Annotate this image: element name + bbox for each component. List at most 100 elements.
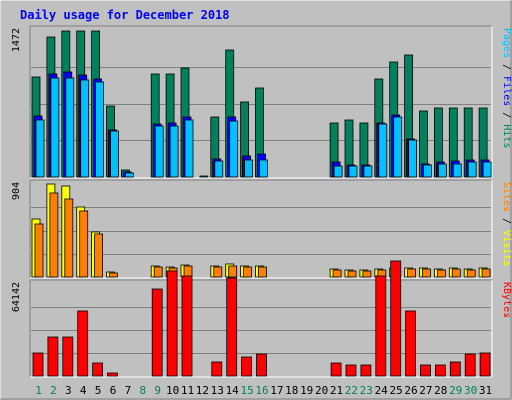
bar-sites-day-9: [153, 266, 163, 278]
day-label-27: 27: [419, 384, 432, 397]
day-label-1: 1: [35, 384, 42, 397]
day-label-14: 14: [226, 384, 240, 397]
legend-part-1: /: [501, 58, 512, 76]
bar-sites-day-26: [407, 268, 417, 278]
bar-sites-day-31: [481, 268, 491, 278]
day-label-17: 17: [270, 384, 283, 397]
bar-kbytes-day-22: [345, 364, 357, 377]
bar-kbytes-day-27: [420, 364, 431, 377]
bar-kbytes-day-6: [107, 372, 118, 377]
bar-pages-day-28: [437, 163, 447, 178]
day-label-11: 11: [181, 384, 194, 397]
bar-pages-day-11: [184, 119, 194, 178]
legend-visits_sites: Sites / Visits: [501, 182, 512, 266]
day-label-13: 13: [211, 384, 224, 397]
day-label-21: 21: [330, 384, 343, 397]
y-max-label-visits_sites: 904: [11, 182, 22, 200]
legend-kbytes: KBytes: [501, 282, 512, 318]
bar-pages-day-24: [378, 123, 388, 178]
day-label-15: 15: [240, 384, 253, 397]
day-label-9: 9: [154, 384, 161, 397]
legend-part-1: /: [501, 212, 512, 230]
bar-pages-day-21: [333, 165, 343, 178]
bar-kbytes-day-31: [479, 352, 491, 377]
day-label-24: 24: [375, 384, 389, 397]
bars-kbytes: [32, 260, 491, 377]
bar-sites-day-14: [228, 265, 238, 278]
bars-visits_sites: [31, 183, 491, 278]
day-label-28: 28: [434, 384, 447, 397]
bar-pages-day-4: [80, 79, 90, 178]
day-label-20: 20: [315, 384, 328, 397]
bar-pages-day-10: [169, 125, 179, 178]
bar-kbytes-day-21: [330, 362, 342, 377]
panel-visits_sites: 904 Sites / Visits: [11, 179, 512, 279]
bar-pages-day-29: [452, 163, 462, 178]
day-label-8: 8: [139, 384, 146, 397]
bar-pages-day-23: [363, 165, 373, 178]
bar-kbytes-day-9: [151, 288, 163, 377]
bar-pages-day-15: [244, 159, 254, 178]
day-label-16: 16: [255, 384, 268, 397]
bar-kbytes-day-26: [405, 310, 417, 377]
bar-pages-day-12: [199, 175, 209, 178]
bar-pages-day-7: [125, 172, 134, 178]
bar-pages-day-30: [467, 161, 477, 178]
day-label-10: 10: [166, 384, 179, 397]
bar-sites-day-11: [183, 265, 193, 278]
bar-sites-day-5: [94, 233, 103, 278]
legend-part-4: Hits: [501, 124, 512, 148]
bar-kbytes-day-4: [77, 310, 89, 377]
day-label-19: 19: [300, 384, 313, 397]
bar-sites-day-22: [347, 270, 357, 278]
bar-kbytes-day-3: [62, 336, 74, 377]
chart-title: Daily usage for December 2018: [20, 8, 230, 22]
y-max-label-hits_files_pages: 1472: [11, 28, 22, 52]
day-label-12: 12: [196, 384, 209, 397]
bar-sites-day-15: [243, 266, 253, 278]
bar-kbytes-day-13: [211, 361, 223, 377]
bar-pages-day-27: [423, 164, 432, 178]
bar-sites-day-27: [422, 268, 431, 278]
bar-kbytes-day-29: [449, 361, 461, 377]
bar-kbytes-day-25: [390, 260, 402, 377]
day-label-3: 3: [65, 384, 72, 397]
legend-part-2: Visits: [501, 230, 512, 266]
bar-kbytes-day-5: [92, 362, 103, 377]
legend-part-3: /: [501, 106, 512, 124]
day-label-30: 30: [464, 384, 477, 397]
legend-part-2: Files: [501, 76, 512, 106]
day-label-7: 7: [125, 384, 132, 397]
legend-part-0: Pages: [501, 28, 512, 58]
bar-kbytes-day-23: [360, 364, 372, 377]
bar-kbytes-day-15: [241, 356, 253, 377]
bar-sites-day-29: [451, 268, 461, 278]
day-label-22: 22: [345, 384, 358, 397]
day-labels: 1 2 3 4 5 6 7 8 9 10 11 12 13 14 15 16 17 18 19 20 21 22 23 24 2…: [35, 384, 492, 397]
panels: 1472 Pages / Files / Hits 904 Sites / Visit…: [11, 25, 512, 378]
day-label-5: 5: [95, 384, 102, 397]
day-label-26: 26: [404, 384, 417, 397]
y-max-label-kbytes: 64142: [11, 282, 22, 312]
panel-kbytes: 64142 KBytes: [11, 260, 512, 378]
legend-part-0: Sites: [501, 182, 512, 212]
day-label-23: 23: [360, 384, 373, 397]
bar-pages-day-9: [154, 125, 164, 178]
bar-kbytes-day-2: [47, 336, 59, 377]
bar-pages-day-2: [50, 77, 60, 178]
bar-pages-day-6: [110, 130, 119, 178]
bar-sites-day-13: [213, 266, 223, 278]
bar-sites-day-30: [466, 269, 476, 278]
day-label-18: 18: [285, 384, 298, 397]
bar-sites-day-4: [79, 210, 89, 278]
panel-hits_files_pages: 1472 Pages / Files / Hits: [11, 25, 512, 179]
bar-pages-day-25: [393, 116, 403, 178]
bars-hits_files_pages: [31, 30, 492, 178]
bar-kbytes-day-28: [434, 364, 446, 377]
bar-sites-day-21: [332, 269, 342, 278]
bar-sites-day-28: [436, 269, 446, 278]
day-label-6: 6: [110, 384, 117, 397]
bar-pages-day-26: [408, 139, 418, 178]
day-label-29: 29: [449, 384, 462, 397]
